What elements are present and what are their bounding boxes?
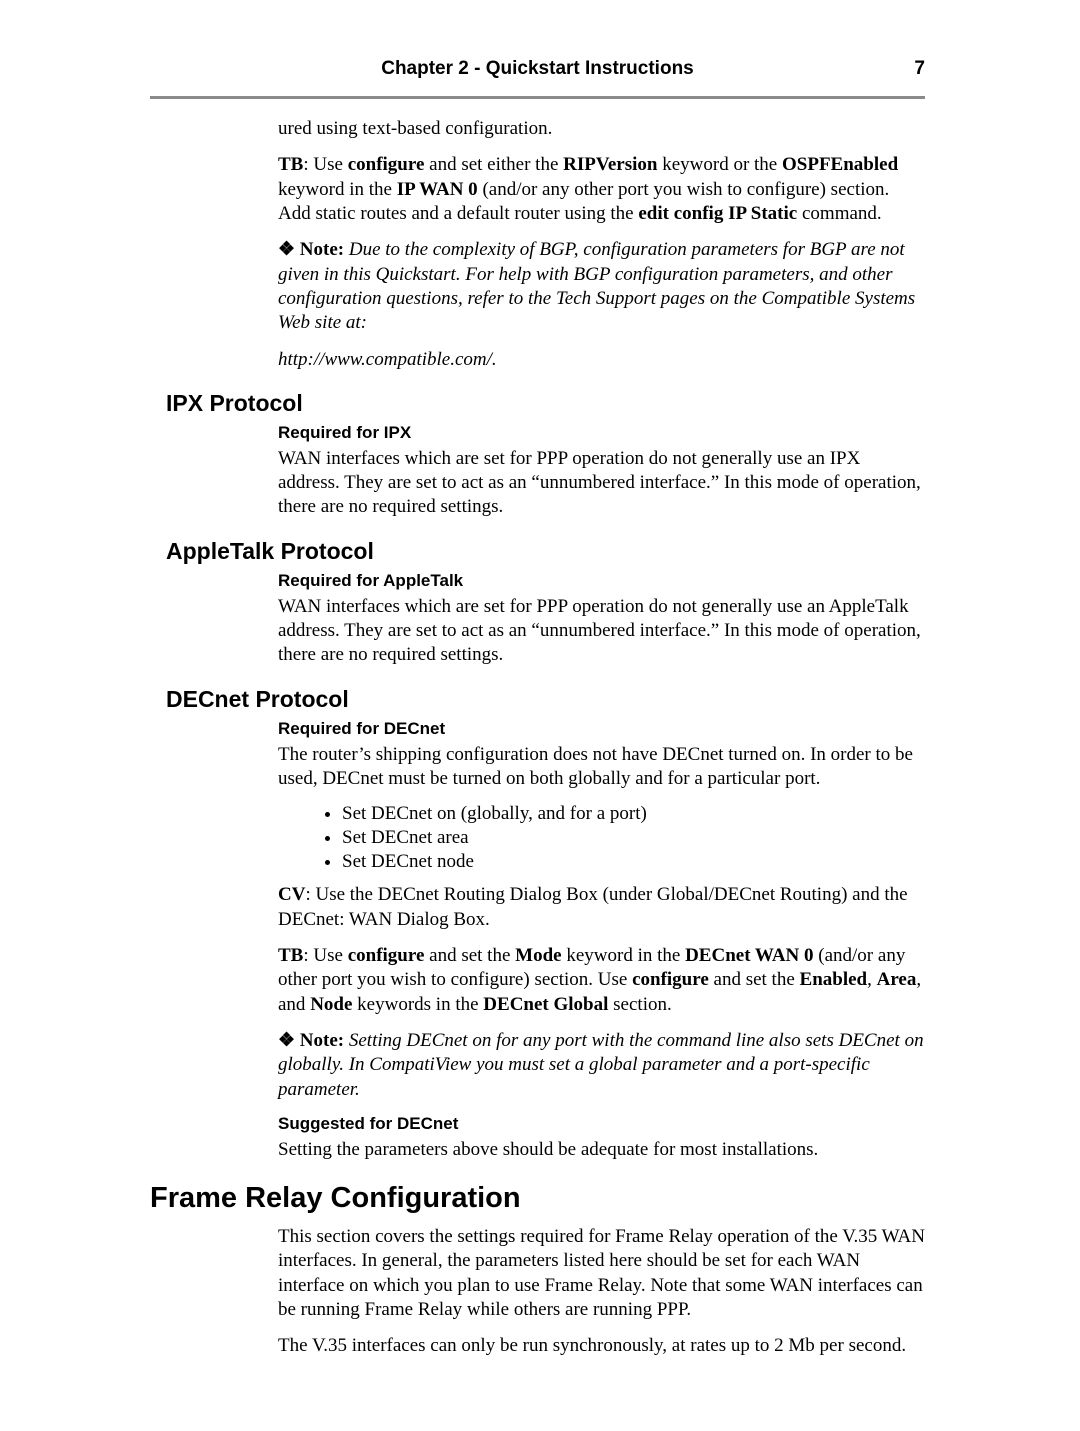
subheading-required-ipx: Required for IPX bbox=[278, 423, 925, 443]
heading-frame-relay: Frame Relay Configuration bbox=[150, 1182, 925, 1215]
kw-decnetglobal: DECnet Global bbox=[483, 994, 608, 1015]
ipx-paragraph: WAN interfaces which are set for PPP ope… bbox=[278, 447, 925, 520]
kw-decnetwan0: DECnet WAN 0 bbox=[685, 945, 813, 966]
text: and set either the bbox=[424, 154, 563, 175]
note-decnet: ❖ Note: Setting DECnet on for any port w… bbox=[278, 1029, 925, 1102]
kw-ipwan0: IP WAN 0 bbox=[397, 179, 478, 200]
text: : Use bbox=[303, 945, 347, 966]
text: , bbox=[867, 969, 877, 990]
text: : Use the DECnet Routing Dialog Box (und… bbox=[278, 884, 908, 929]
frame-relay-paragraph-2: The V.35 interfaces can only be run sync… bbox=[278, 1334, 925, 1358]
subheading-required-appletalk: Required for AppleTalk bbox=[278, 571, 925, 591]
header-chapter-title: Chapter 2 - Quickstart Instructions bbox=[150, 58, 925, 80]
appletalk-paragraph: WAN interfaces which are set for PPP ope… bbox=[278, 595, 925, 668]
body-column: ured using text-based configuration. TB:… bbox=[278, 117, 925, 1359]
text: : Use bbox=[303, 154, 347, 175]
document-page: Chapter 2 - Quickstart Instructions 7 ur… bbox=[0, 0, 1080, 1431]
header-rule bbox=[150, 96, 925, 99]
decnet-suggested-paragraph: Setting the parameters above should be a… bbox=[278, 1138, 925, 1162]
kw-configure: configure bbox=[348, 154, 425, 175]
kw-area: Area bbox=[877, 969, 917, 990]
note-label: Note: bbox=[300, 239, 344, 260]
list-item: Set DECnet area bbox=[342, 827, 925, 849]
subheading-suggested-decnet: Suggested for DECnet bbox=[278, 1114, 925, 1134]
text: command. bbox=[797, 203, 881, 224]
header-page-number: 7 bbox=[914, 58, 925, 80]
decnet-list: Set DECnet on (globally, and for a port)… bbox=[278, 803, 925, 873]
text: section. bbox=[608, 994, 671, 1015]
cv-prefix: CV bbox=[278, 884, 305, 905]
kw-editconfig: edit config IP Static bbox=[638, 203, 797, 224]
list-item: Set DECnet node bbox=[342, 851, 925, 873]
kw-node: Node bbox=[310, 994, 352, 1015]
kw-enabled: Enabled bbox=[800, 969, 868, 990]
text: keyword in the bbox=[278, 179, 397, 200]
note-body: Setting DECnet on for any port with the … bbox=[278, 1030, 924, 1100]
heading-appletalk: AppleTalk Protocol bbox=[166, 538, 925, 565]
text: and set the bbox=[709, 969, 800, 990]
note-label: Note: bbox=[300, 1030, 344, 1051]
text: keywords in the bbox=[352, 994, 483, 1015]
frame-relay-paragraph-1: This section covers the settings require… bbox=[278, 1225, 925, 1322]
decnet-cv-paragraph: CV: Use the DECnet Routing Dialog Box (u… bbox=[278, 883, 925, 932]
note-body: Due to the complexity of BGP, configurat… bbox=[278, 239, 915, 333]
heading-decnet: DECnet Protocol bbox=[166, 686, 925, 713]
continuation-paragraph: ured using text-based configuration. bbox=[278, 117, 925, 141]
kw-configure: configure bbox=[348, 945, 425, 966]
text: keyword or the bbox=[657, 154, 782, 175]
heading-ipx: IPX Protocol bbox=[166, 390, 925, 417]
subheading-required-decnet: Required for DECnet bbox=[278, 719, 925, 739]
note-bgp: ❖ Note: Due to the complexity of BGP, co… bbox=[278, 238, 925, 335]
note-icon: ❖ bbox=[278, 239, 300, 260]
text: keyword in the bbox=[562, 945, 685, 966]
tb-prefix: TB bbox=[278, 945, 303, 966]
text: and set the bbox=[424, 945, 515, 966]
kw-ripversion: RIPVersion bbox=[563, 154, 657, 175]
decnet-intro-paragraph: The router’s shipping configuration does… bbox=[278, 743, 925, 792]
tb-paragraph: TB: Use configure and set either the RIP… bbox=[278, 153, 925, 226]
note-url: http://www.compatible.com/. bbox=[278, 348, 925, 372]
kw-configure: configure bbox=[632, 969, 709, 990]
kw-mode: Mode bbox=[515, 945, 561, 966]
tb-prefix: TB bbox=[278, 154, 303, 175]
list-item: Set DECnet on (globally, and for a port) bbox=[342, 803, 925, 825]
page-header: Chapter 2 - Quickstart Instructions 7 bbox=[150, 58, 925, 86]
decnet-tb-paragraph: TB: Use configure and set the Mode keywo… bbox=[278, 944, 925, 1017]
kw-ospfenabled: OSPFEnabled bbox=[782, 154, 898, 175]
note-icon: ❖ bbox=[278, 1030, 300, 1051]
